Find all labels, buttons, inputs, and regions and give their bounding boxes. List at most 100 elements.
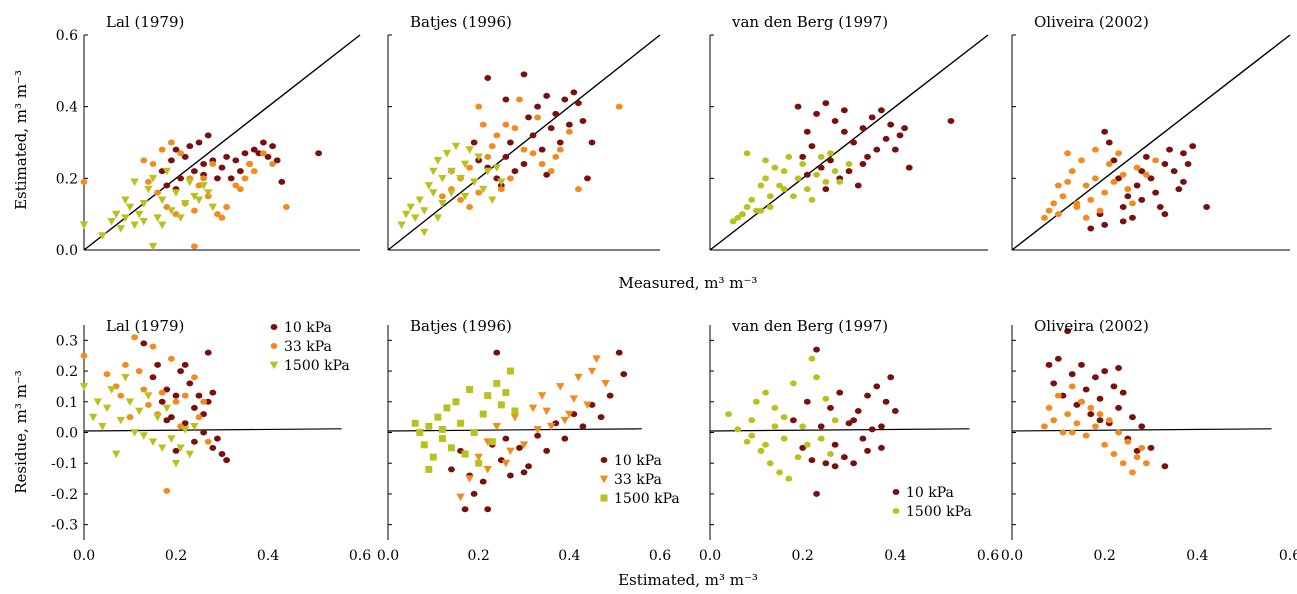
data-point	[757, 182, 765, 189]
data-point	[1147, 444, 1155, 451]
data-point	[475, 103, 483, 110]
bottom-x-axis-label: Estimated, m³ m⁻³	[618, 571, 758, 589]
legend-label: 1500 kPa	[906, 504, 972, 520]
x-tick-label: 0.6	[1279, 548, 1297, 564]
data-point	[794, 454, 802, 461]
legend-marker	[600, 457, 608, 463]
panel-title: van den Berg (1997)	[731, 13, 888, 31]
data-point	[433, 157, 443, 165]
data-point	[470, 429, 478, 436]
data-point	[725, 411, 732, 418]
data-point	[1129, 200, 1136, 207]
data-point	[1142, 460, 1150, 467]
data-point	[1203, 204, 1210, 210]
data-point	[112, 450, 121, 459]
data-point	[479, 478, 487, 485]
data-point	[780, 435, 788, 442]
data-point	[528, 404, 538, 413]
data-point	[859, 161, 867, 167]
data-point	[154, 361, 162, 368]
zero-line	[1011, 428, 1272, 432]
data-point	[1156, 204, 1164, 210]
y-tick-label: 0.6	[56, 28, 78, 44]
data-point	[140, 157, 148, 164]
data-point	[538, 146, 546, 153]
zero-line	[387, 428, 642, 432]
data-point	[868, 426, 876, 433]
data-point	[1161, 463, 1169, 470]
data-point	[1105, 139, 1113, 146]
data-point	[148, 243, 158, 251]
data-point	[158, 444, 167, 453]
y-tick-label: 0.1	[56, 395, 78, 411]
data-point	[122, 361, 129, 368]
panel-title: Batjes (1996)	[410, 317, 512, 335]
data-point	[1096, 395, 1104, 402]
data-point	[822, 460, 830, 467]
panel-title: Lal (1979)	[106, 317, 184, 335]
data-point	[799, 423, 807, 430]
data-point	[859, 125, 867, 132]
data-point	[484, 153, 492, 160]
data-point	[785, 475, 793, 482]
x-tick-label: 0.4	[1186, 548, 1208, 564]
data-point	[149, 343, 157, 350]
data-point	[112, 210, 121, 219]
data-point	[1115, 175, 1122, 182]
data-point	[493, 132, 501, 139]
data-point	[204, 349, 212, 356]
data-point	[474, 453, 483, 462]
data-point	[1152, 157, 1160, 164]
panel-title: Oliveira (2002)	[1034, 317, 1149, 335]
data-point	[840, 107, 848, 114]
data-point	[1082, 214, 1090, 221]
data-point	[214, 175, 221, 182]
data-point	[785, 153, 793, 160]
data-point	[873, 146, 881, 153]
data-point	[1087, 404, 1095, 411]
data-point	[822, 186, 830, 193]
data-point	[484, 392, 492, 400]
data-point	[177, 368, 185, 375]
series-1500-kpa	[411, 367, 519, 473]
series-10-kpa	[470, 71, 596, 189]
data-point	[776, 182, 783, 189]
data-point	[439, 193, 446, 200]
data-point	[516, 444, 523, 451]
data-point	[474, 153, 483, 162]
data-point	[1054, 182, 1062, 189]
data-point	[1147, 175, 1155, 182]
data-point	[859, 435, 867, 442]
data-point	[891, 146, 899, 153]
bottom-y-axis-label: Residue, m³ m⁻³	[12, 370, 30, 494]
data-point	[776, 469, 783, 476]
data-point	[836, 178, 844, 185]
data-point	[1073, 401, 1081, 408]
data-point	[547, 422, 556, 431]
data-point	[420, 207, 429, 215]
data-point	[195, 414, 203, 421]
data-point	[484, 75, 492, 81]
data-point	[803, 186, 811, 193]
data-point	[1087, 196, 1095, 203]
data-point	[264, 153, 272, 160]
data-point	[163, 182, 171, 189]
data-point	[148, 174, 158, 183]
data-point	[1092, 175, 1099, 182]
data-point	[1050, 200, 1058, 207]
data-point	[1119, 218, 1127, 225]
series-1500-kpa	[79, 167, 217, 251]
data-point	[1045, 404, 1053, 411]
data-point	[615, 349, 623, 356]
data-point	[574, 373, 583, 382]
data-point	[191, 374, 198, 381]
data-point	[447, 189, 456, 197]
data-point	[570, 89, 578, 96]
data-point	[1166, 146, 1173, 153]
data-point	[543, 171, 551, 178]
data-point	[1059, 193, 1067, 200]
data-point	[766, 460, 774, 467]
x-tick-label: 0.6	[349, 548, 371, 564]
data-point	[831, 417, 839, 424]
data-point	[209, 161, 217, 167]
